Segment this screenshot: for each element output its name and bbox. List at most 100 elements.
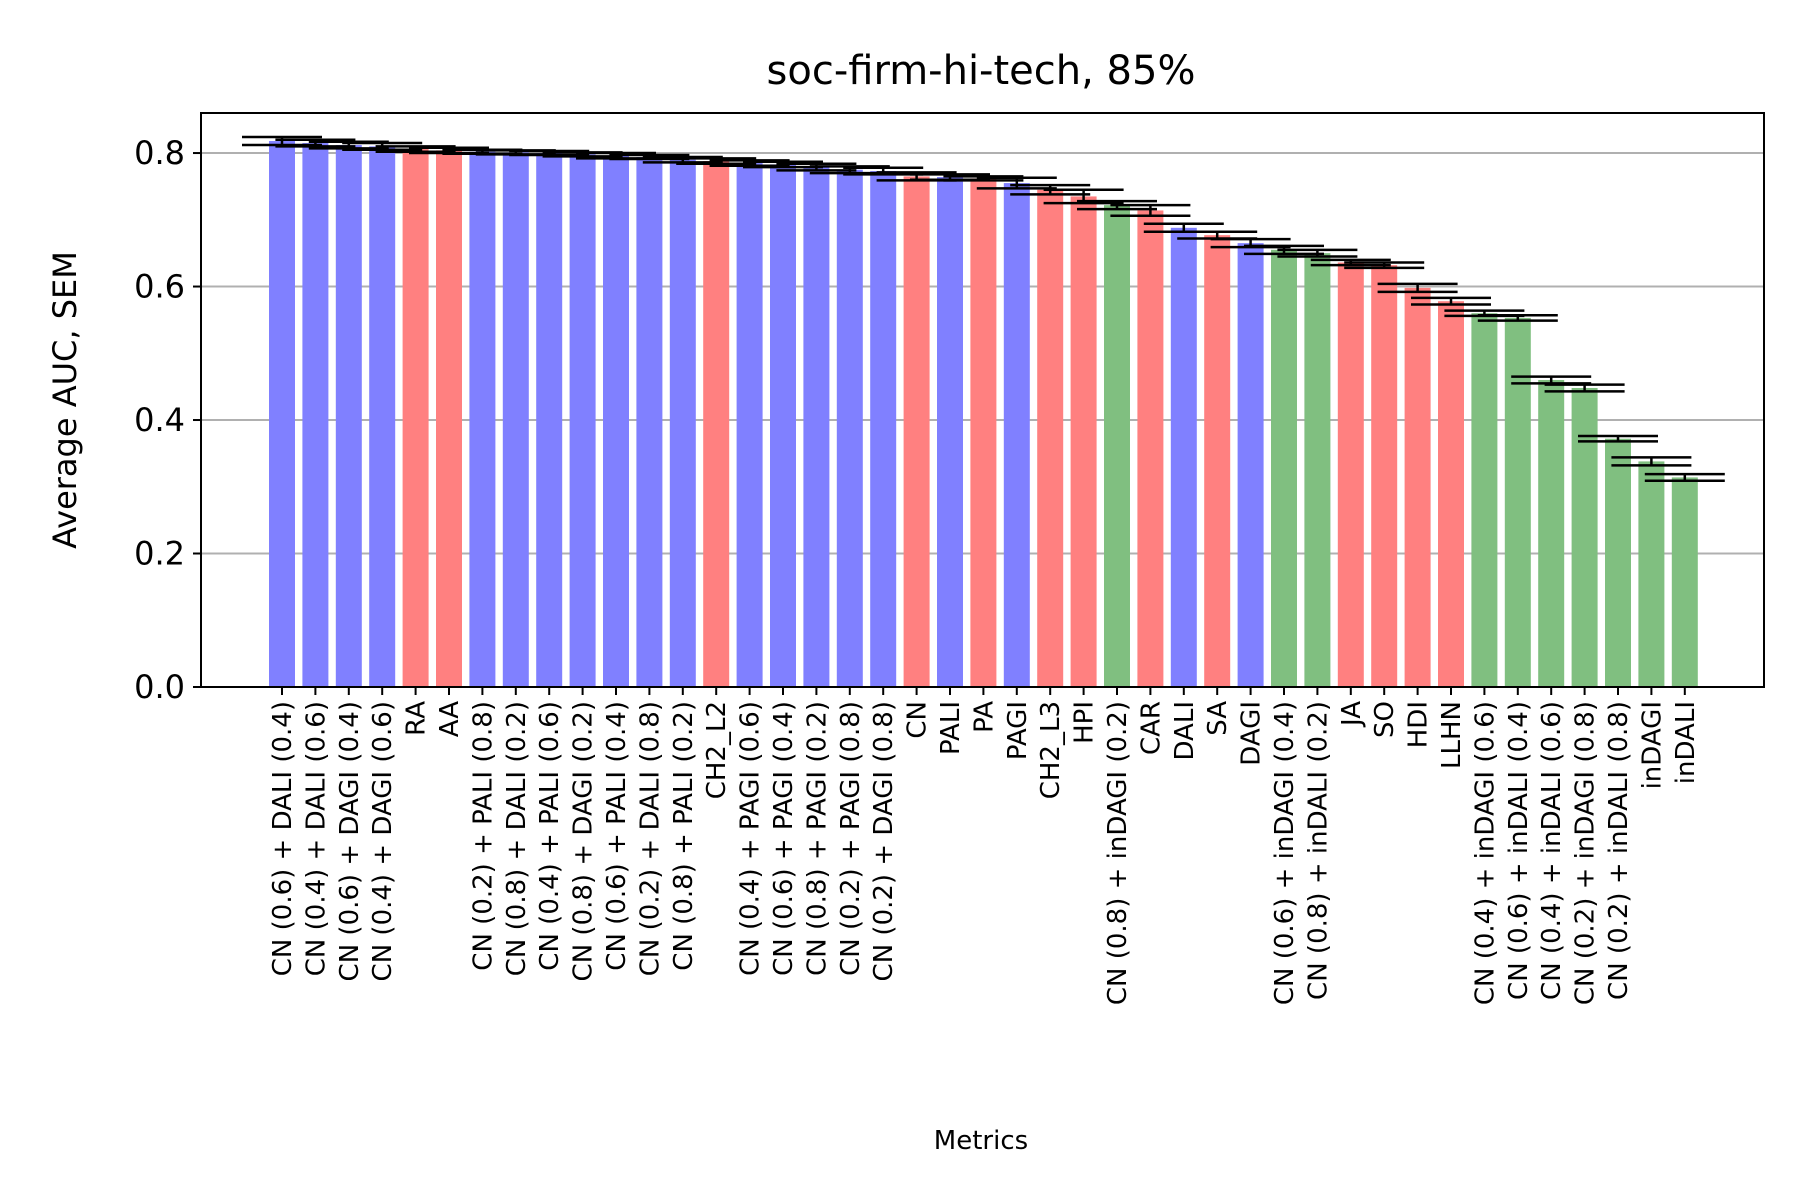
x-tick-label: JA [1337,701,1367,728]
x-tick-label: CN (0.8) + DALI (0.2) [502,701,532,976]
bar [970,178,997,687]
y-axis-ticks: 0.0 0.2 0.4 0.6 0.8 [134,134,201,706]
bar [1671,477,1698,687]
x-tick-label: PAGI [1003,701,1033,760]
bar [1037,189,1064,688]
x-tick-label: CN (0.4) + DALI (0.6) [301,701,331,976]
x-tick-label: CH2_L3 [1036,701,1066,799]
x-tick-label: SA [1203,701,1233,736]
x-tick-label: inDAGI [1637,701,1667,789]
x-tick-label: LLHN [1437,701,1467,769]
bar [1237,243,1264,687]
bar [1104,205,1130,687]
x-tick-label: CN (0.8) + inDAGI (0.2) [1103,701,1133,1005]
x-tick-label: HPI [1070,701,1100,744]
x-axis-ticks: CN (0.6) + DALI (0.4) CN (0.4) + DALI (0.… [268,687,1701,1005]
bar [803,167,830,687]
x-tick-label: AA [435,701,465,738]
x-tick-label: CN (0.6) + PALI (0.4) [602,701,632,971]
x-tick-label: CN (0.6) + PAGI (0.4) [769,701,799,976]
x-tick-label: CAR [1136,701,1166,755]
bar [1638,461,1665,687]
x-tick-label: CN (0.2) + PAGI (0.8) [836,701,866,976]
x-axis-label: Metrics [934,1126,1028,1156]
bar [703,161,730,688]
error-bars [242,135,1725,483]
x-tick-label: CN (0.8) + inDALI (0.2) [1303,701,1333,1000]
y-tick-label: 0.4 [134,401,185,439]
bar [1504,317,1531,687]
bar [1471,313,1498,687]
bar [335,145,362,687]
bar [937,177,963,688]
bar [1170,227,1197,688]
bar [603,155,629,687]
x-tick-label: CN (0.4) + inDAGI (0.6) [1470,701,1500,1005]
x-tick-label: PA [969,701,999,733]
bar [1204,235,1231,688]
x-tick-label: RA [402,701,432,736]
bar [1538,379,1565,687]
bar [369,146,396,688]
x-tick-label: CN (0.4) + inDALI (0.6) [1537,701,1567,1000]
x-tick-label: DAGI [1237,701,1267,766]
bar [469,151,496,688]
y-axis-label: Average AUC, SEM [46,251,84,549]
bar [1003,183,1030,687]
y-tick-label: 0.6 [134,268,185,306]
x-tick-label: CN (0.8) + DAGI (0.2) [569,701,599,981]
x-tick-label: CN (0.2) + inDAGI (0.8) [1571,701,1601,1005]
x-tick-label: CN (0.8) + PALI (0.2) [669,701,699,971]
bar [1371,265,1398,687]
bar [269,141,295,687]
bar [1070,196,1097,687]
bar [1337,262,1364,687]
x-tick-label: CN (0.6) + inDALI (0.4) [1504,701,1534,1000]
bar [770,164,796,688]
bar [1271,249,1297,688]
y-tick-label: 0.8 [134,134,185,172]
x-tick-label: CN (0.2) + PALI (0.8) [468,701,498,971]
x-tick-label: CN (0.6) + inDAGI (0.4) [1270,701,1300,1005]
bar [436,150,462,688]
bar [870,171,897,687]
bar [1571,387,1598,687]
bar [1304,253,1331,688]
bar [569,154,596,687]
x-tick-label: CN (0.6) + DAGI (0.4) [335,701,365,981]
x-tick-label: CN (0.2) + inDALI (0.8) [1604,701,1634,1000]
bar [302,143,329,687]
bar [636,157,663,688]
bar [502,152,529,687]
x-tick-label: CN [903,701,933,739]
x-tick-label: SO [1370,701,1400,738]
y-tick-label: 0.0 [134,668,185,706]
bar [669,159,696,687]
x-tick-label: CH2_L2 [702,701,732,799]
x-tick-label: PALI [936,701,966,755]
x-tick-label: CN (0.2) + DALI (0.8) [635,701,665,976]
x-tick-label: CN (0.4) + PALI (0.6) [535,701,565,971]
x-tick-label: CN (0.2) + DAGI (0.8) [869,701,899,981]
bar [536,153,563,687]
x-tick-label: CN (0.6) + DALI (0.4) [268,701,298,976]
chart-title: soc-firm-hi-tech, 85% [767,48,1196,94]
bar [903,176,930,687]
bar [836,169,863,688]
x-tick-label: CN (0.8) + PAGI (0.2) [802,701,832,976]
bar [1137,210,1164,687]
x-tick-label: HDI [1404,701,1434,748]
bar [1438,301,1464,687]
y-tick-label: 0.2 [134,535,185,573]
x-tick-label: CN (0.4) + DAGI (0.6) [368,701,398,981]
bar [402,149,429,687]
bar [1404,287,1431,687]
x-tick-label: DALI [1170,701,1200,761]
x-tick-label: inDALI [1671,701,1701,784]
x-tick-label: CN (0.4) + PAGI (0.6) [736,701,766,976]
bars [269,141,1698,688]
bar [736,163,763,688]
bar [1605,438,1631,687]
